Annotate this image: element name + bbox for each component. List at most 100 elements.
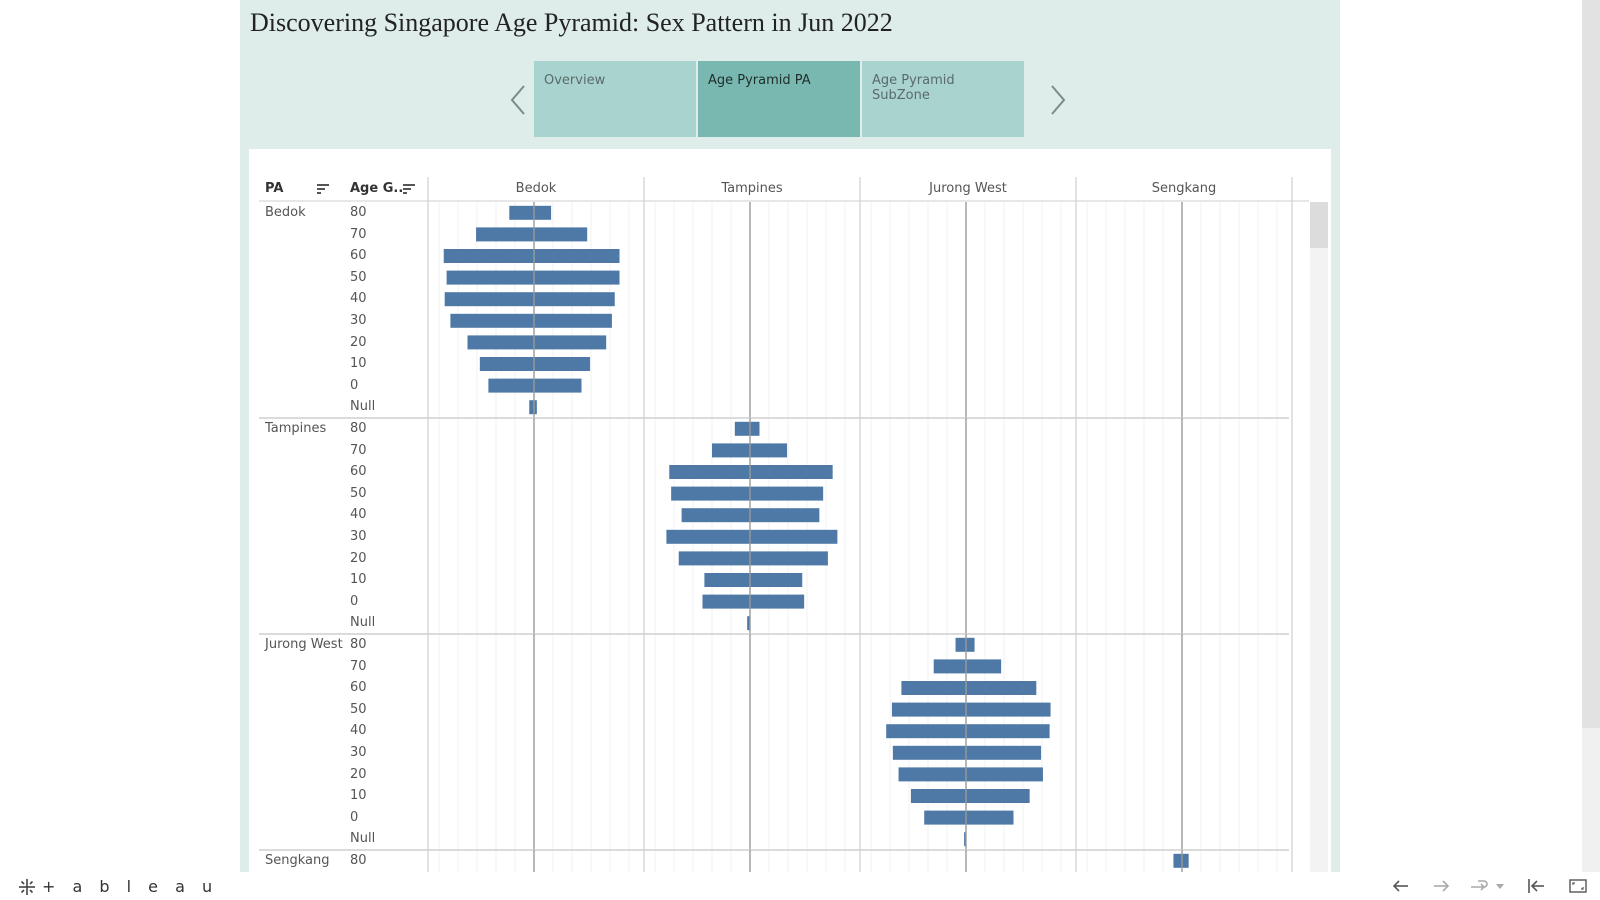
bar-female <box>750 443 788 458</box>
bar-male <box>488 378 534 393</box>
bar-male <box>892 745 966 760</box>
bar-male <box>666 529 750 544</box>
row-label-age-group: 40 <box>350 507 367 523</box>
row-label-pa: Jurong West <box>265 637 343 652</box>
column-header-jurong-west: Jurong West <box>929 181 1007 196</box>
row-label-age-group: 30 <box>350 745 367 760</box>
bar-female <box>750 421 760 436</box>
row-label-age-group: 70 <box>350 442 367 458</box>
story-container: Discovering Singapore Age Pyramid: Sex P… <box>240 0 1340 872</box>
bar-male <box>446 270 534 285</box>
bar-male <box>444 292 534 307</box>
row-label-pa: Sengkang <box>265 853 330 868</box>
tableau-footer: + a b l e a u <box>0 872 1600 900</box>
row-label-age-group: 10 <box>350 356 367 372</box>
row-label-age-group: 70 <box>350 226 367 242</box>
tableau-logo-text[interactable]: + a b l e a u <box>42 877 219 896</box>
tab-overview[interactable]: Overview <box>534 61 696 137</box>
bar-female <box>750 551 828 566</box>
prev-story-point-button[interactable] <box>506 82 530 118</box>
row-label-age-group: 40 <box>350 723 367 739</box>
bar-male <box>1173 853 1182 868</box>
bar-female <box>534 270 620 285</box>
bar-male <box>910 789 966 803</box>
bar-male <box>964 832 967 847</box>
bar-male <box>886 724 966 739</box>
bar-male <box>734 421 750 436</box>
row-label-age-group: 20 <box>350 766 367 782</box>
row-label-age-group: 50 <box>350 485 367 501</box>
scroll-track <box>1310 202 1328 872</box>
redo-icon[interactable] <box>1432 876 1452 896</box>
bar-male <box>712 443 750 458</box>
row-label-age-group: 30 <box>350 529 367 544</box>
bar-female <box>750 508 820 523</box>
row-label-age-group: 50 <box>350 701 367 717</box>
bar-male <box>681 508 750 523</box>
bar-female <box>966 681 1037 695</box>
bar-male <box>529 400 534 415</box>
row-header-age-group[interactable]: Age G.. <box>350 181 404 196</box>
row-label-age-group: 80 <box>350 853 367 868</box>
chevron-left-icon <box>510 85 525 115</box>
column-header-sengkang: Sengkang <box>1151 181 1217 196</box>
bar-female <box>750 465 833 479</box>
bar-female <box>534 249 620 263</box>
bar-female <box>1182 853 1189 868</box>
sort-icon[interactable] <box>317 184 329 194</box>
row-label-age-group: Null <box>350 831 376 847</box>
row-label-age-group: 20 <box>350 550 367 566</box>
row-label-age-group: 80 <box>350 205 367 220</box>
row-label-age-group: Null <box>350 399 376 415</box>
bar-male <box>443 249 534 263</box>
bar-male <box>933 659 966 674</box>
bar-male <box>509 205 534 220</box>
bar-female <box>966 637 975 652</box>
revert-icon[interactable] <box>1468 876 1490 896</box>
bar-male <box>898 767 966 782</box>
bar-male <box>901 681 966 695</box>
bar-male <box>450 313 534 328</box>
back-to-start-icon[interactable] <box>1526 876 1546 896</box>
vertical-scrollbar[interactable] <box>1310 202 1328 248</box>
bar-female <box>966 745 1042 760</box>
bar-female <box>966 767 1043 782</box>
column-header-bedok: Bedok <box>515 181 557 196</box>
tableau-logo-icon <box>19 879 35 895</box>
row-label-pa: Bedok <box>265 205 306 220</box>
bar-male <box>955 637 966 652</box>
row-label-age-group: 20 <box>350 334 367 350</box>
bar-male <box>702 594 750 609</box>
row-header-pa[interactable]: PA <box>265 181 284 196</box>
tab-age-pyramid-pa-label: Age Pyramid PA <box>708 73 811 88</box>
bar-female <box>966 810 1014 825</box>
sort-icon[interactable] <box>403 184 415 194</box>
bar-female <box>750 573 803 587</box>
bar-female <box>750 529 838 544</box>
bar-male <box>704 573 750 587</box>
fullscreen-icon[interactable] <box>1568 876 1588 896</box>
row-label-age-group: 0 <box>350 377 359 393</box>
bar-female <box>966 702 1051 717</box>
undo-icon[interactable] <box>1390 876 1410 896</box>
bar-female <box>966 724 1050 739</box>
row-label-age-group: 80 <box>350 637 367 652</box>
bar-female <box>534 335 607 350</box>
bar-female <box>534 227 588 242</box>
next-story-point-button[interactable] <box>1046 82 1070 118</box>
page-scrollbar[interactable] <box>1582 0 1600 728</box>
row-label-age-group: Null <box>350 615 376 631</box>
chevron-down-icon[interactable] <box>1494 876 1506 896</box>
bar-male <box>924 810 966 825</box>
tab-age-pyramid-subzone[interactable]: Age Pyramid SubZone <box>862 61 1024 137</box>
row-label-age-group: 80 <box>350 421 367 436</box>
row-label-age-group: 10 <box>350 788 367 804</box>
bar-female <box>966 789 1030 803</box>
tab-age-pyramid-pa[interactable]: Age Pyramid PA <box>698 61 860 137</box>
bar-male <box>479 357 534 371</box>
column-header-tampines: Tampines <box>721 181 783 196</box>
row-label-age-group: 50 <box>350 269 367 285</box>
bar-male <box>747 616 750 631</box>
viz-panel: PA Age G.. Bedok Tampines Jurong West Se… <box>249 149 1331 872</box>
bar-male <box>671 486 750 501</box>
